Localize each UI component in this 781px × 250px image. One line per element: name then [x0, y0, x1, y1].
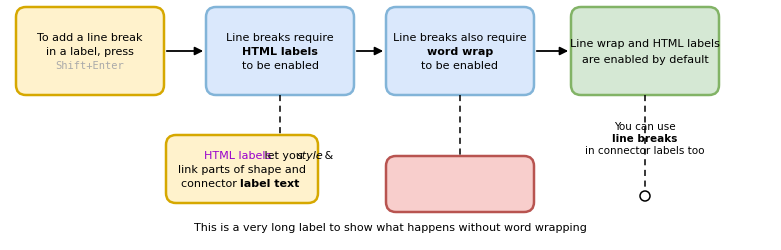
Text: to be enabled: to be enabled [241, 61, 319, 71]
Text: style: style [297, 150, 324, 160]
Text: Line breaks also require: Line breaks also require [393, 33, 527, 43]
Text: HTML labels: HTML labels [242, 47, 318, 57]
Text: line breaks: line breaks [612, 134, 678, 143]
Text: &: & [321, 150, 333, 160]
Text: let you: let you [261, 150, 306, 160]
Text: to be enabled: to be enabled [422, 61, 498, 71]
Text: HTML labels: HTML labels [204, 150, 271, 160]
Text: You can use: You can use [614, 122, 676, 132]
Text: are enabled by default: are enabled by default [582, 55, 708, 65]
FancyBboxPatch shape [386, 8, 534, 96]
Circle shape [640, 191, 650, 201]
Text: Shift+Enter: Shift+Enter [55, 61, 124, 71]
FancyBboxPatch shape [166, 136, 318, 203]
Text: word wrap: word wrap [427, 47, 493, 57]
Text: This is a very long label to show what happens without word wrapping: This is a very long label to show what h… [194, 222, 587, 232]
Text: Line breaks require: Line breaks require [226, 33, 333, 43]
FancyBboxPatch shape [571, 8, 719, 96]
Text: To add a line break: To add a line break [37, 33, 143, 43]
FancyBboxPatch shape [16, 8, 164, 96]
Text: in connector labels too: in connector labels too [585, 146, 704, 156]
Text: link parts of shape and: link parts of shape and [178, 164, 306, 174]
Text: Line wrap and HTML labels: Line wrap and HTML labels [570, 39, 720, 49]
FancyBboxPatch shape [206, 8, 354, 96]
FancyBboxPatch shape [386, 156, 534, 212]
Text: label text: label text [240, 178, 299, 188]
Text: in a label, press: in a label, press [46, 47, 134, 57]
Text: connector: connector [180, 178, 240, 188]
